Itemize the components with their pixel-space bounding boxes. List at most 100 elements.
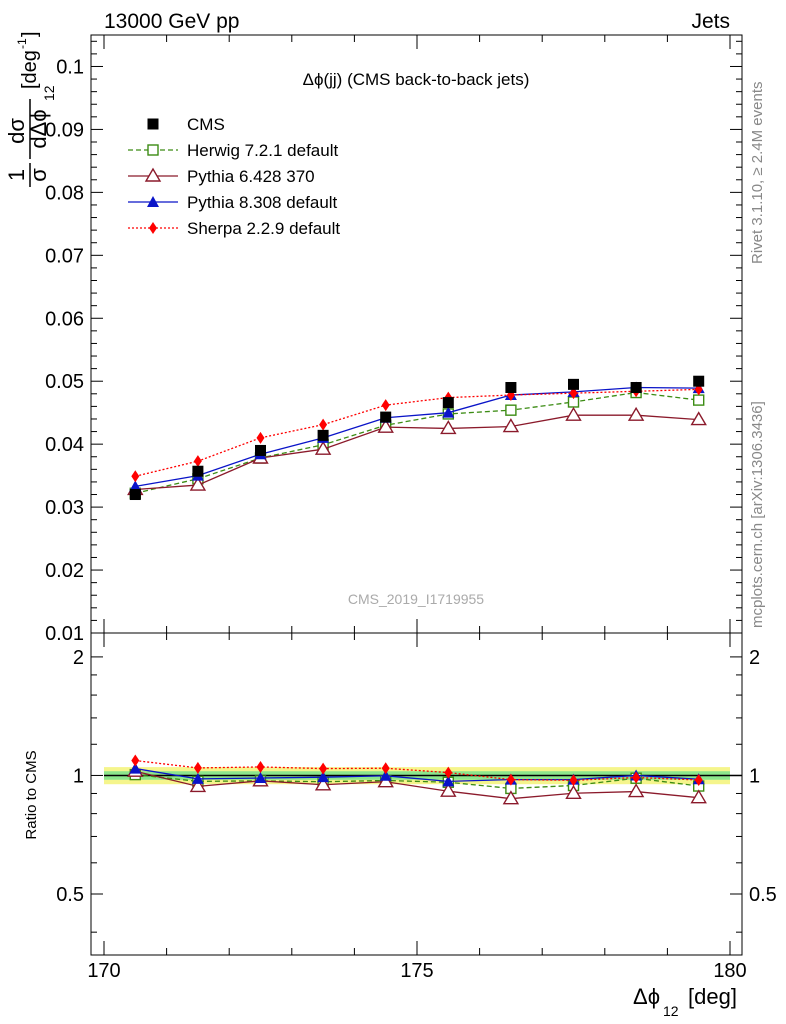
main-x-ticks [103,35,731,633]
ratio-x-axis: 170 175 180 [87,633,747,982]
y-label-one: 1 [4,169,29,181]
y-tick-label: 0.06 [45,308,84,330]
legend-label: CMS [187,115,225,134]
ratio-data-point [690,789,707,804]
main-y-axis-label: 1 σ dσ dΔϕ 12 [deg -1 ] [4,31,57,187]
legend-label: Herwig 7.2.1 default [187,141,338,160]
legend-marker [147,144,159,156]
x-tick-label: 175 [400,960,433,982]
ratio-data-point [189,778,207,793]
ratio-y-tick-label-right: 1 [749,765,760,787]
ratio-y-tick-label-right: 2 [749,647,760,669]
main-data-point [502,418,520,433]
main-series-line [135,388,699,477]
y-label-unit-exponent: -1 [15,38,29,49]
legend-marker [149,222,157,234]
legend-label: Pythia 8.308 default [187,193,338,212]
ratio-data-point [319,762,328,775]
y-label-unit-open: [deg [19,50,41,89]
main-data-point [381,399,390,412]
y-tick-label: 0.01 [45,623,84,645]
ratio-panel: 0.5 0.51 12 2 170 175 180 Ratio to CMS Δϕ 12 … [23,632,777,1019]
ratio-data-point [129,762,142,774]
ratio-data-point [381,762,390,775]
main-panel: 0.010.020.030.040.050.060.070.080.090.1 … [4,31,743,645]
main-series-line [135,391,699,494]
main-data-point [189,476,207,491]
main-data-point [193,455,202,468]
ratio-data-point [131,754,140,767]
y-label-dsigma: dσ [4,118,29,144]
main-data-point [192,465,204,477]
main-data-point [380,411,392,423]
main-data-point [568,378,579,390]
main-data-point [505,382,517,394]
main-data-point [442,397,454,409]
source-label: mcplots.cern.ch [arXiv:1306.3436] [749,401,766,628]
main-data-point [442,406,455,418]
legend-marker [147,118,159,130]
main-data-point [377,418,394,433]
ratio-data-point [565,784,582,799]
y-label-subscript: 12 [41,85,57,101]
ratio-series-line [135,773,699,790]
ratio-data-point [314,776,332,791]
main-data-point [693,394,705,406]
ratio-data-point [193,761,202,774]
ratio-y-tick-label-left: 1 [73,765,84,787]
ratio-data-point [191,772,204,784]
y-tick-label: 0.07 [45,245,84,267]
legend-label: Sherpa 2.2.9 default [187,219,340,238]
ratio-series-group [127,754,707,805]
ratio-data-point [506,773,515,786]
x-axis-label: Δϕ 12 [deg] [633,984,737,1019]
main-data-point [690,411,707,426]
ratio-data-point [440,782,457,797]
ratio-data-point [627,783,645,798]
ratio-y-tick-label-left: 2 [73,647,84,669]
ratio-y-axis-label: Ratio to CMS [23,750,40,839]
main-data-point [129,489,141,501]
main-data-point [317,429,329,441]
main-data-point [314,440,332,455]
ratio-y-tick-label-right: 0.5 [749,884,777,906]
ratio-data-point [254,772,267,784]
x-label-subscript: 12 [663,1003,679,1019]
header-energy-label: 13000 GeV pp [104,10,239,33]
main-data-point [131,470,140,483]
ratio-y-axis: 0.5 0.5 1 1 2 2 [56,647,777,933]
y-tick-label: 0.1 [56,56,84,78]
ratio-data-point [694,773,703,786]
x-label-symbol: Δϕ [633,984,660,1009]
main-data-point [627,406,645,421]
main-data-point [505,404,517,416]
main-data-point [565,406,582,421]
y-label-sigma: σ [26,168,51,182]
main-series-line [135,386,699,487]
y-tick-label: 0.03 [45,497,84,519]
legend: CMS Herwig 7.2.1 default Pythia 6.428 370 P… [128,115,340,238]
header-category-label: Jets [691,10,730,33]
legend-label: Pythia 6.428 370 [187,167,315,186]
main-data-point [630,382,642,394]
y-tick-label: 0.02 [45,560,84,582]
ratio-y-tick-label-left: 0.5 [56,884,84,906]
y-tick-label: 0.09 [45,119,84,141]
main-data-point [129,480,142,492]
ratio-data-point [442,775,455,787]
ratio-data-point [317,771,330,783]
ratio-series-line [135,770,699,800]
main-y-axis: 0.01 0.02 0.03 0.04 0.05 0.06 0.07 0.08 0.09 0.1 [45,40,742,645]
main-data-point [319,418,328,431]
ratio-data-point [379,769,392,781]
x-tick-label: 170 [87,960,120,982]
ratio-data-point [256,760,265,773]
y-label-ddphi: dΔϕ [26,109,51,148]
x-label-unit: [deg] [688,984,737,1009]
ratio-data-point [569,774,578,787]
ratio-data-point [444,766,453,779]
main-data-point [440,420,457,435]
analysis-watermark: CMS_2019_I1719955 [348,591,484,607]
chart-title: Δϕ(jj) (CMS back-to-back jets) [303,70,530,89]
